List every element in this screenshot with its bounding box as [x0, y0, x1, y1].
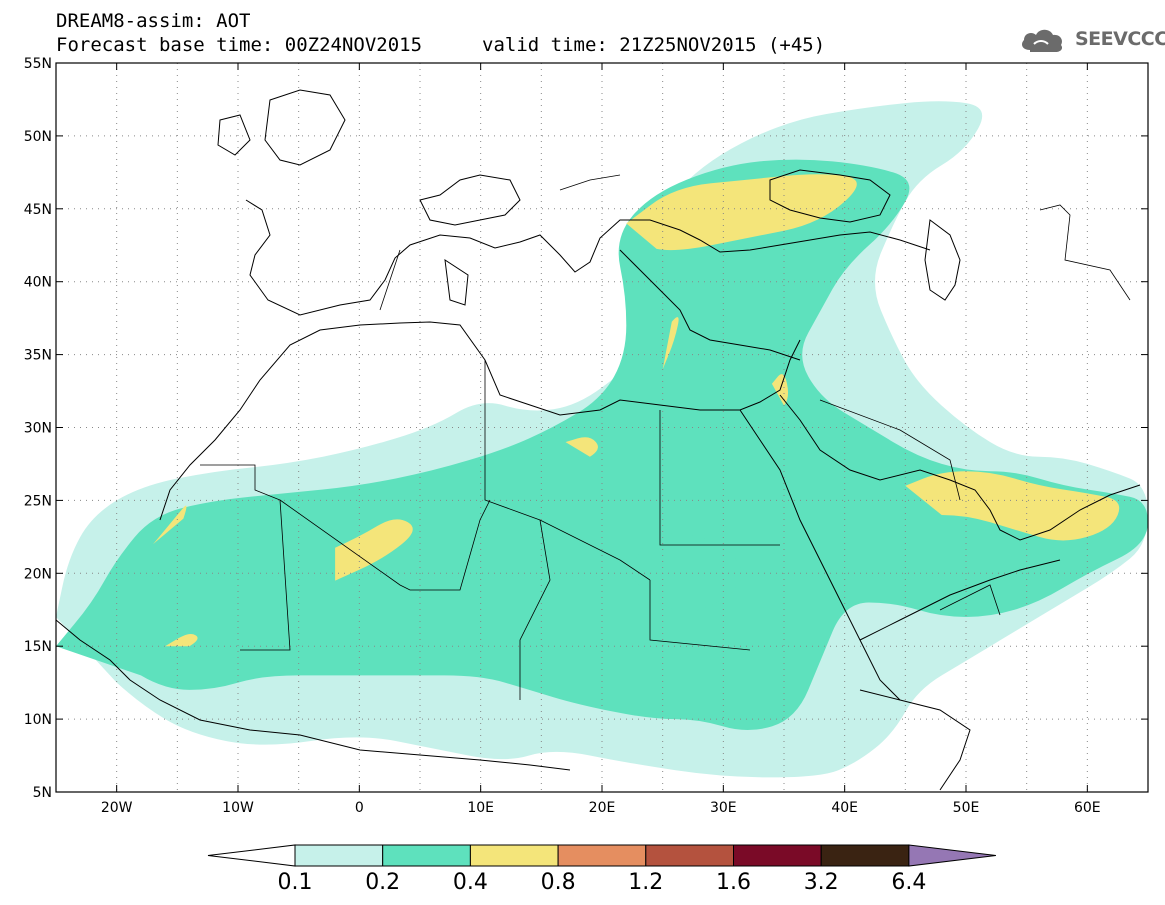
lon-tick-label: 10E [467, 800, 494, 816]
aot-area-level-0-2-0 [56, 159, 1148, 731]
lon-tick-label: 10W [222, 800, 254, 816]
aot-area-level-0-2-1 [626, 533, 742, 612]
colorbar-level-label: 0.8 [540, 870, 576, 895]
colorbar-swatch [469, 844, 559, 867]
colorbar-swatch [733, 844, 822, 867]
colorbar-swatch [557, 844, 647, 867]
lon-tick-label: 30E [710, 800, 737, 816]
aot-area-level-0-4-1 [153, 505, 187, 545]
lon-tick-label: 40E [831, 800, 858, 816]
axis-ticks: 55N 50N 45N 40N 35N 30N 25N 20N 15N 10N 5N 20W 10W 0 1… [24, 56, 1148, 816]
lon-tick-label: 20W [101, 800, 133, 816]
colorbar-level-label: 3.2 [803, 870, 839, 895]
colorbar [207, 844, 996, 867]
colorbar-low-triangle [207, 844, 296, 867]
aot-area-level-0-4-0 [335, 519, 413, 581]
lon-tick-label: 20E [589, 800, 616, 816]
lat-tick-label: 20N [24, 566, 52, 582]
colorbar-level-label: 6.4 [891, 870, 927, 895]
colorbar-high-triangle [908, 844, 996, 867]
colorbar-swatch [382, 844, 471, 867]
colorbar-swatch [820, 844, 910, 867]
lat-tick-label: 15N [24, 639, 52, 655]
aot-area-level-0-4-2 [165, 634, 198, 647]
lat-tick-label: 30N [24, 421, 52, 437]
valid-time: valid time: 21Z25NOV2015 (+45) [482, 34, 826, 56]
colorbar-level-label: 1.2 [628, 870, 664, 895]
lat-tick-label: 45N [24, 202, 52, 218]
aot-contours [56, 101, 1148, 778]
forecast-base-time: Forecast base time: 00Z24NOV2015 [56, 34, 423, 56]
map-title: DREAM8-assim: AOT [56, 10, 251, 32]
lat-tick-label: 55N [24, 56, 52, 72]
lat-tick-label: 5N [33, 785, 52, 801]
aot-area-level-0-4-3 [565, 437, 598, 457]
graticule [56, 63, 1148, 792]
cloud-logo-icon [1022, 29, 1063, 52]
colorbar-swatch [294, 844, 384, 867]
logo-text: SEEVCCC [1075, 28, 1165, 50]
country-borders [200, 174, 1131, 700]
aot-area-level-0-4-7 [905, 471, 1120, 541]
colorbar-level-label: 0.4 [452, 870, 488, 895]
lon-tick-label: 60E [1074, 800, 1101, 816]
colorbar-level-label: 0.2 [365, 870, 401, 895]
lat-tick-label: 10N [24, 712, 52, 728]
lon-tick-label: 50E [953, 800, 980, 816]
lat-tick-label: 35N [24, 348, 52, 364]
lat-tick-label: 40N [24, 275, 52, 291]
aot-area-level-0-4-6 [626, 174, 857, 251]
colorbar-swatch [645, 844, 734, 867]
lat-tick-label: 25N [24, 493, 52, 509]
aot-area-level-0-4-4 [662, 317, 679, 370]
colorbar-level-label: 0.1 [277, 870, 313, 895]
colorbar-level-label: 1.6 [716, 870, 751, 895]
lon-tick-label: 0 [355, 800, 364, 816]
lat-tick-label: 50N [24, 129, 52, 145]
